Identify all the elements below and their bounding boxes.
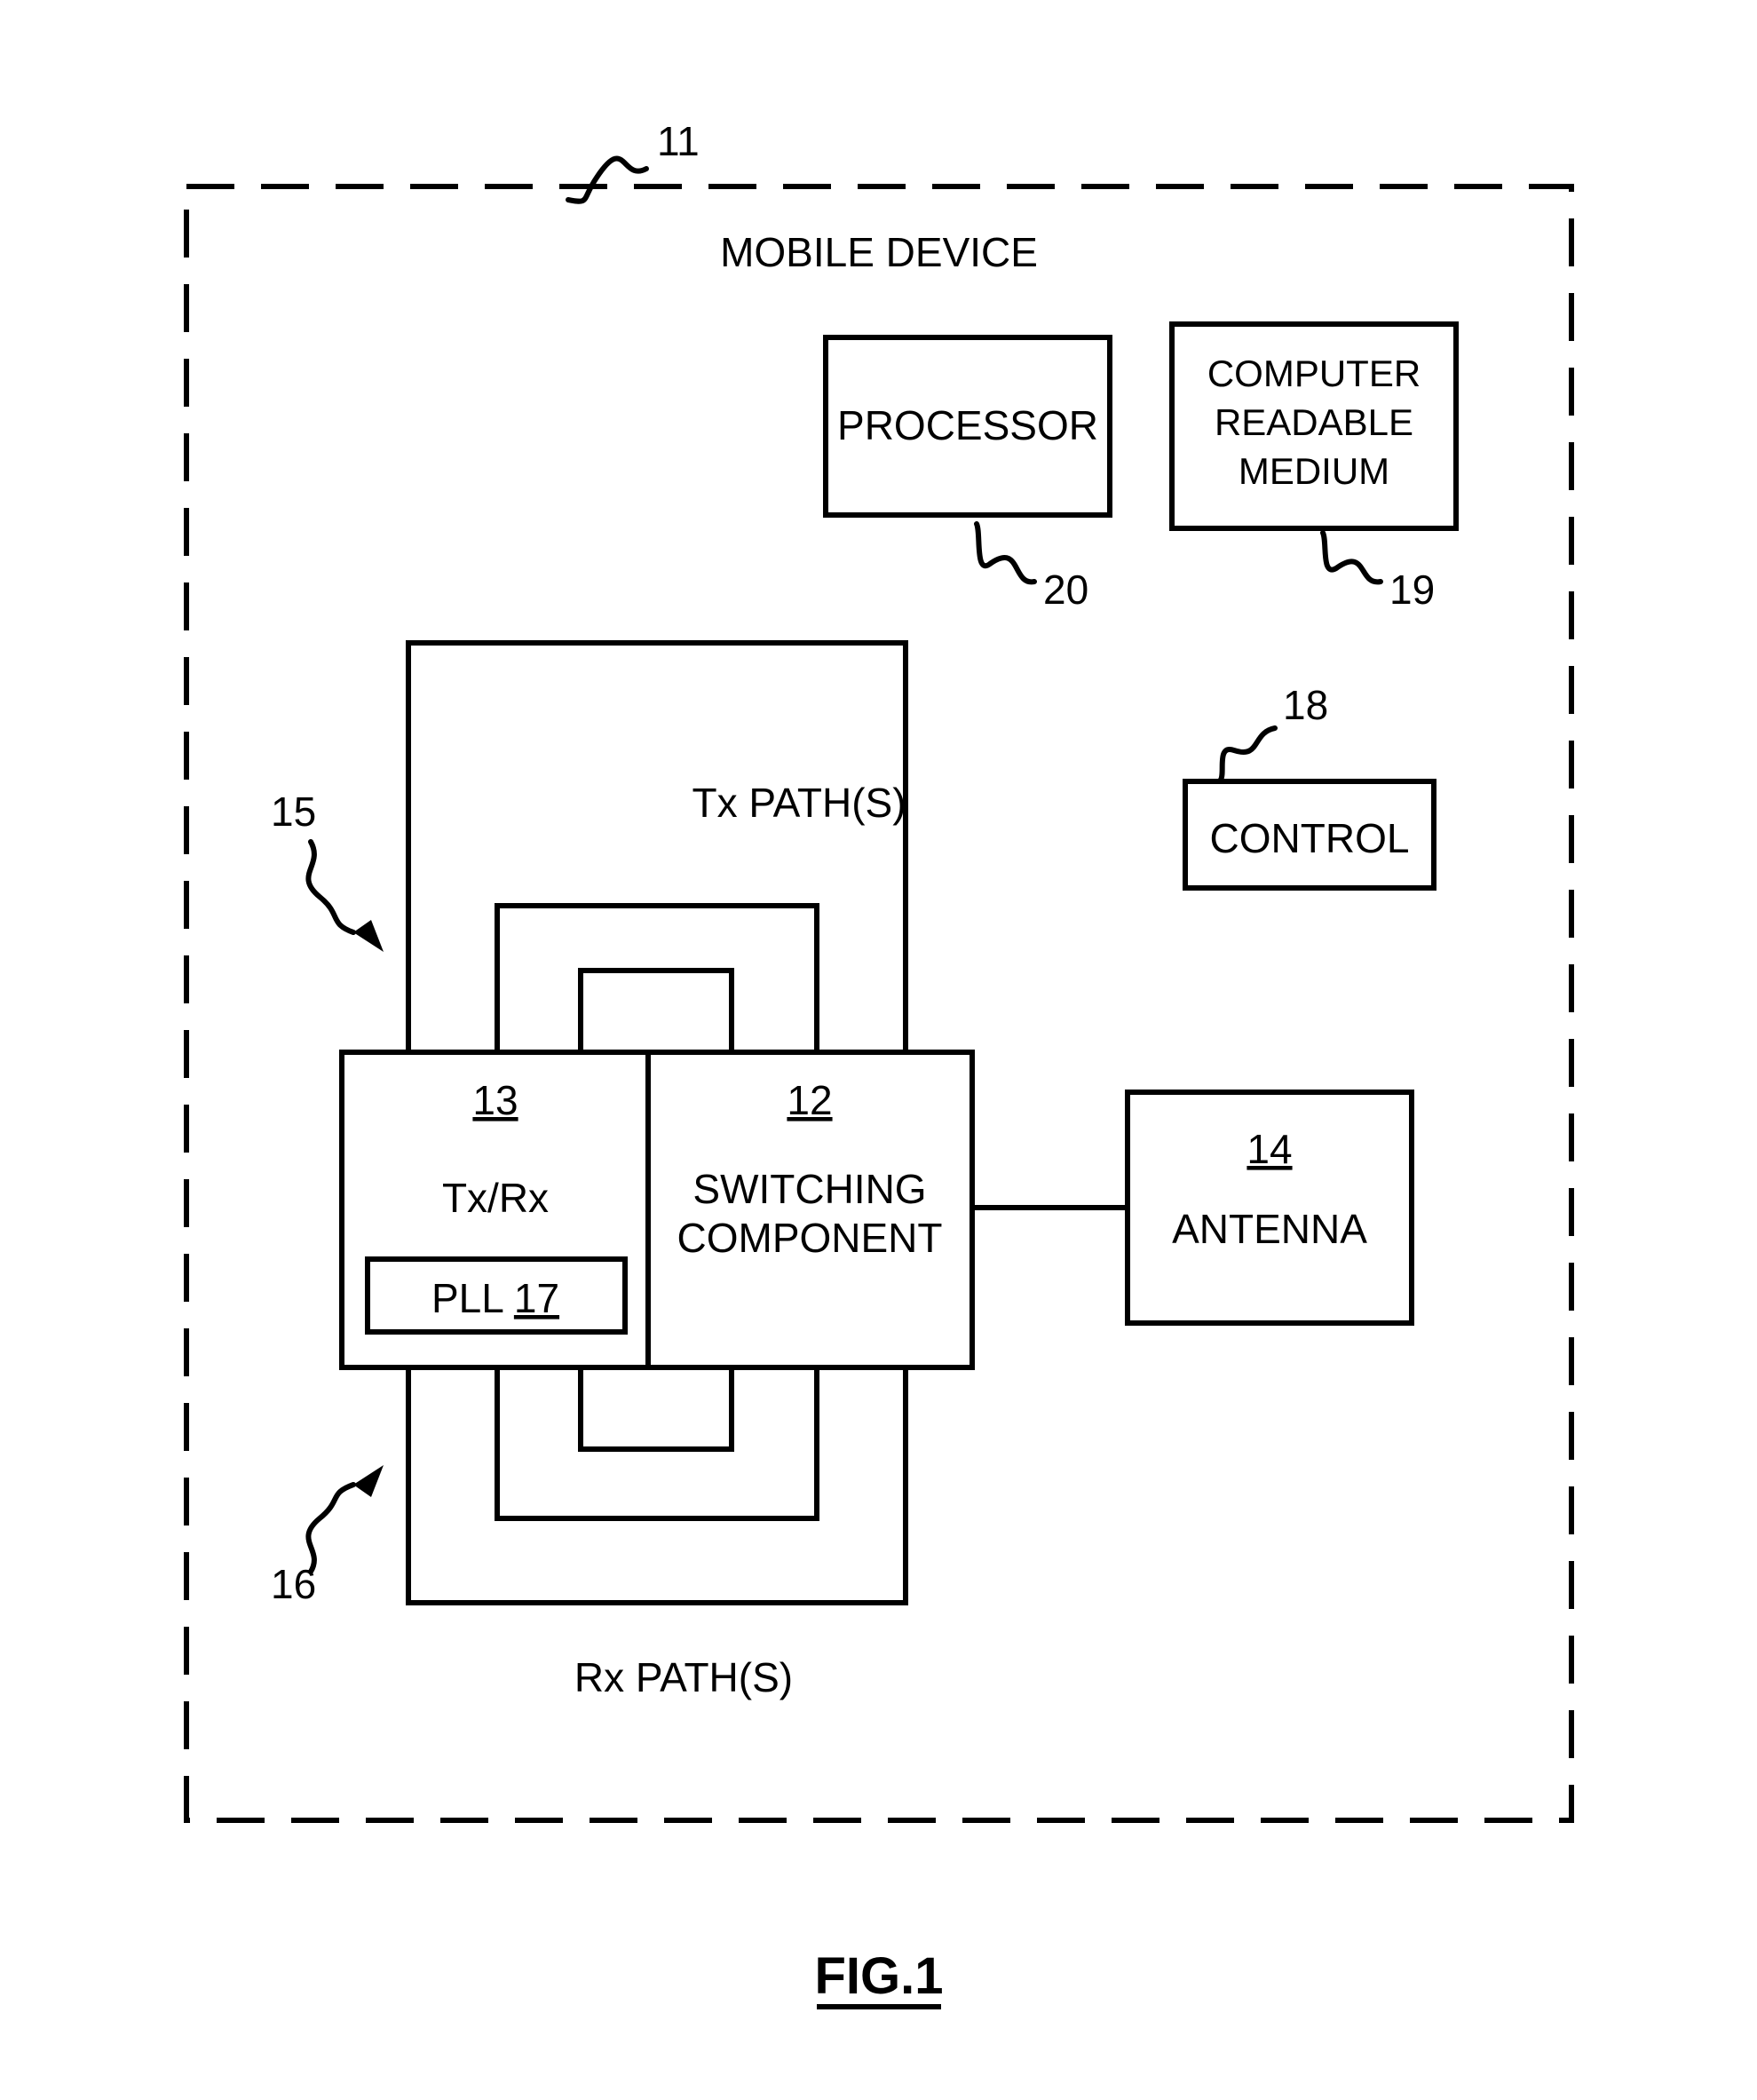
rx-path-1: [408, 1367, 906, 1603]
control-label: CONTROL: [1210, 815, 1410, 861]
ref-11: 11: [657, 118, 700, 164]
switching-ref: 12: [787, 1077, 832, 1123]
leader-11: [568, 159, 646, 202]
ref-19: 19: [1389, 567, 1435, 613]
leader-16-tail: [308, 1485, 353, 1572]
tx-path-3: [581, 971, 732, 1052]
mobile-device-title: MOBILE DEVICE: [720, 229, 1038, 275]
antenna-ref: 14: [1247, 1126, 1292, 1172]
leader-15-arrow: [353, 920, 384, 952]
tx-path-2: [497, 906, 817, 1052]
figure-label: FIG.1: [814, 1947, 943, 2005]
leader-19: [1323, 533, 1381, 582]
tx-path-1: [408, 643, 906, 1052]
crm-label-2: READABLE: [1215, 401, 1413, 443]
antenna-label: ANTENNA: [1172, 1206, 1367, 1252]
ref-15: 15: [271, 788, 316, 835]
rx-path-2: [497, 1367, 817, 1518]
txrx-label: Tx/Rx: [442, 1175, 549, 1221]
ref-20: 20: [1043, 567, 1088, 613]
leader-20: [977, 524, 1034, 582]
leader-15-tail: [308, 842, 353, 932]
leader-16-arrow: [353, 1465, 384, 1497]
ref-18: 18: [1283, 682, 1328, 728]
rx-path-3: [581, 1367, 732, 1449]
ref-16: 16: [271, 1561, 316, 1607]
processor-label: PROCESSOR: [837, 402, 1098, 448]
pll-label: PLL 17: [431, 1275, 559, 1321]
switching-label-2: COMPONENT: [677, 1215, 943, 1261]
switching-label-1: SWITCHING: [693, 1166, 926, 1212]
rx-paths-label: Rx PATH(S): [574, 1654, 793, 1700]
leader-18: [1221, 728, 1275, 780]
tx-paths-label: Tx PATH(S): [692, 780, 906, 826]
crm-label-3: MEDIUM: [1239, 450, 1389, 492]
txrx-ref: 13: [472, 1077, 518, 1123]
crm-label-1: COMPUTER: [1207, 353, 1421, 394]
